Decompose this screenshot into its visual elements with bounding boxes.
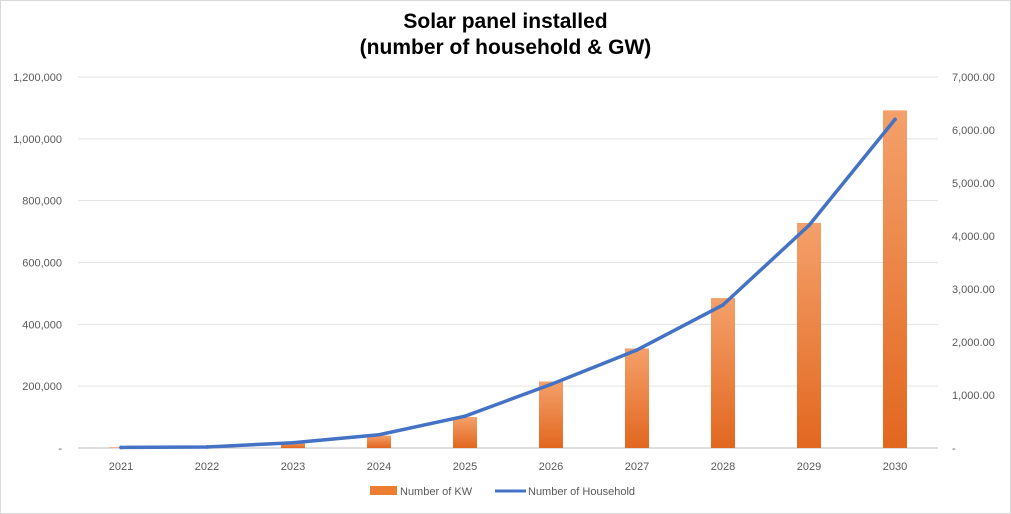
bar-number-of-kw [883,110,907,448]
right-axis-ticks: - 1,000.00 2,000.00 3,000.00 4,000.00 5,000.0… [952,72,995,455]
chart-title: Solar panel installed (number of househo… [0,9,1011,61]
legend-label-number-of-household: Number of Household [528,486,635,498]
x-axis-ticks: 2021 2022 2023 2024 2025 2026 2027 2028 2029 2030 [109,461,907,473]
left-axis-tick-label: 1,000,000 [13,134,62,146]
left-axis-tick-label: 800,000 [22,196,62,208]
point-number-of-household [549,382,553,387]
point-number-of-household [721,303,725,307]
left-axis-tick-label: 400,000 [22,319,62,331]
point-number-of-household [119,445,123,450]
bars-number-of-kw [109,110,907,448]
right-axis-tick-label: 2,000.00 [952,337,995,349]
left-axis-ticks: - 200,000 400,000 600,000 800,000 1,000,000 1,… [13,72,62,455]
bar-number-of-kw [281,442,305,448]
right-axis-tick-label: 3,000.00 [952,284,995,296]
left-axis-tick-label: 1,200,000 [13,72,62,84]
right-axis-tick-label: 4,000.00 [952,231,995,243]
series-line-number-of-household [119,117,897,450]
x-axis-tick-label: 2026 [539,461,563,473]
x-axis-tick-label: 2028 [711,461,735,473]
legend-label-number-of-kw: Number of KW [400,486,473,498]
right-axis-tick-label: 5,000.00 [952,178,995,190]
point-number-of-household [893,117,897,122]
bar-number-of-kw [625,348,649,448]
point-number-of-household [635,348,639,352]
bar-number-of-kw [367,435,391,448]
bar-number-of-kw [711,298,735,448]
x-axis-tick-label: 2027 [625,461,649,473]
left-axis-tick-label: 200,000 [22,381,62,393]
bar-number-of-kw [539,381,563,448]
line-number-of-household [119,117,897,450]
x-axis-tick-label: 2030 [883,461,907,473]
point-number-of-household [463,414,467,419]
right-axis-tick-label: - [952,443,956,455]
legend: Number of KW Number of Household [370,486,635,498]
bar-number-of-kw [797,222,821,448]
point-number-of-household [377,432,381,437]
x-axis-tick-label: 2025 [453,461,477,473]
chart-title-line-2: (number of household & GW) [359,36,652,59]
point-number-of-household [205,445,209,449]
right-axis-tick-label: 1,000.00 [952,390,995,402]
right-axis-tick-label: 7,000.00 [952,72,995,84]
bar-number-of-kw [453,417,477,448]
gridlines [78,76,938,449]
left-axis-tick-label: 600,000 [22,258,62,270]
point-number-of-household [807,223,811,228]
legend-swatch-number-of-kw [370,486,397,495]
x-axis-tick-label: 2024 [367,461,391,473]
x-axis-tick-label: 2021 [109,461,133,473]
right-axis-tick-label: 6,000.00 [952,125,995,137]
x-axis-tick-label: 2029 [797,461,821,473]
x-axis-tick-label: 2022 [195,461,219,473]
x-axis-tick-label: 2023 [281,461,305,473]
point-number-of-household [291,440,295,445]
left-axis-tick-label: - [58,443,62,455]
chart-title-line-1: Solar panel installed [403,10,608,33]
